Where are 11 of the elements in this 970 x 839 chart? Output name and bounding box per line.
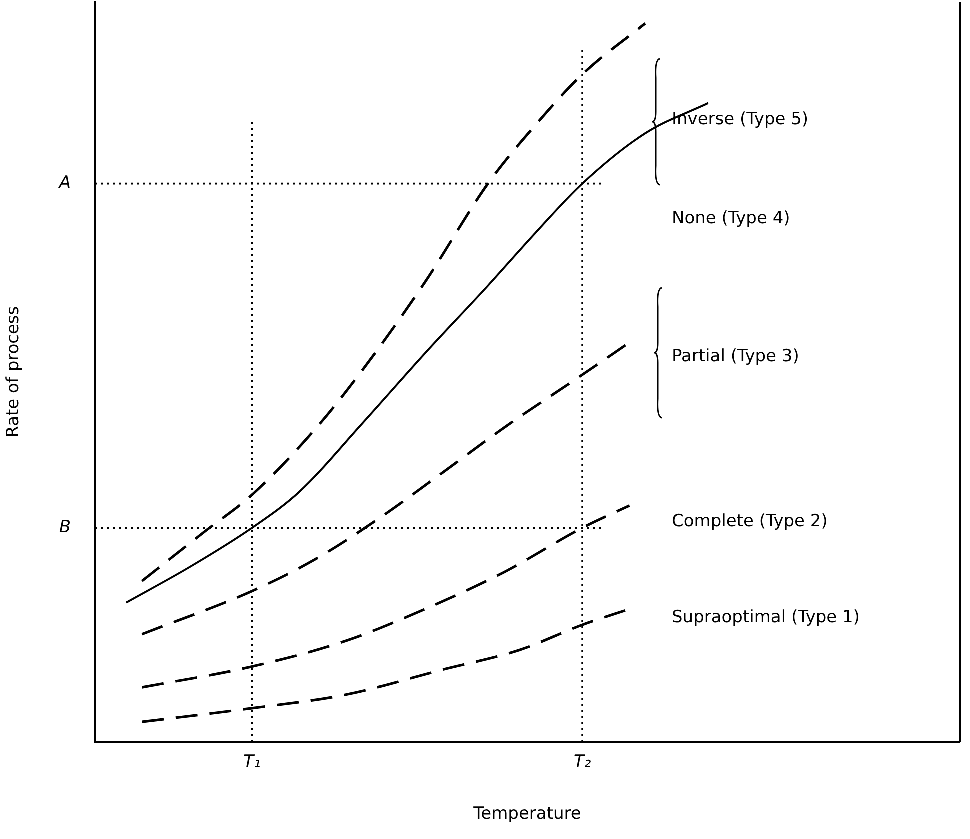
annotation: Inverse (Type 5) xyxy=(672,109,809,130)
y-axis-title: Rate of process xyxy=(4,306,24,438)
x-tick-label: T₂ xyxy=(574,752,592,772)
annotation: None (Type 4) xyxy=(672,208,790,228)
annotation: Supraoptimal (Type 1) xyxy=(672,607,860,628)
ref-line-label: B xyxy=(59,517,71,538)
annotation: Complete (Type 2) xyxy=(672,511,828,532)
x-axis-title: Temperature xyxy=(472,804,582,824)
ref-line-label: A xyxy=(58,173,71,194)
x-tick-label: T₁ xyxy=(244,752,261,772)
annotation: Partial (Type 3) xyxy=(672,346,800,366)
